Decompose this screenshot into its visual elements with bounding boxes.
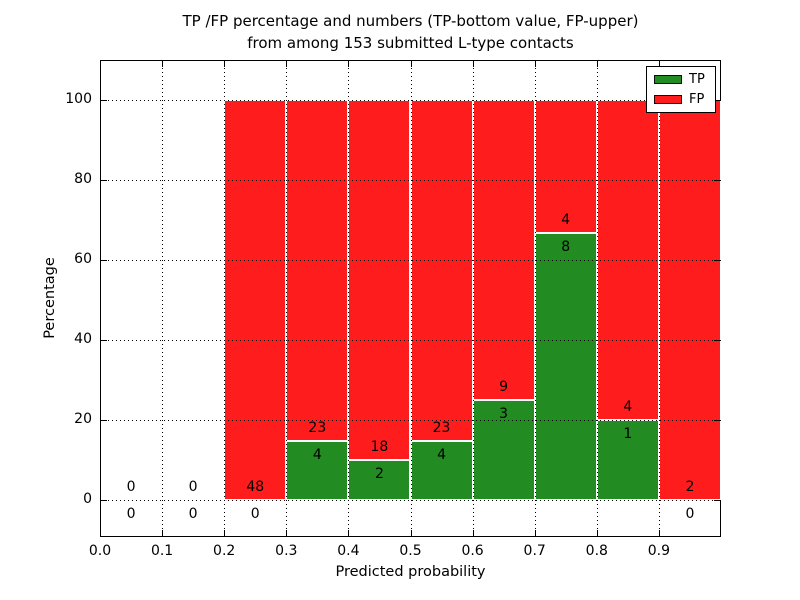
x-tick-label: 0.3 (275, 543, 298, 559)
legend-item-fp: FP (654, 93, 708, 106)
gridline-vertical (596, 60, 598, 537)
y-tick-label: 80 (74, 171, 92, 187)
bar-segment-fp (534, 100, 597, 234)
x-tick-label: 0.8 (585, 543, 608, 559)
tp-count-label: 8 (561, 239, 571, 256)
y-axis-label: Percentage (42, 257, 58, 339)
bar-segment-fp (658, 100, 721, 500)
x-axis-tick-top (286, 61, 288, 67)
tp-count-label: 1 (623, 426, 633, 442)
fp-count-label: 2 (685, 479, 695, 495)
tp-count-label: 0 (126, 506, 136, 522)
fp-count-label: 9 (499, 379, 509, 395)
y-axis-tick-right (714, 500, 720, 501)
tp-count-label: 4 (437, 446, 446, 463)
chart-title-line2: from among 153 submitted L-type contacts (247, 34, 574, 52)
legend-item-tp: TP (654, 73, 708, 86)
y-axis-tick (101, 260, 107, 261)
tp-legend-label: TP (689, 72, 705, 87)
y-axis-tick (101, 100, 107, 101)
y-axis-tick-right (714, 420, 720, 421)
fp-count-label: 18 (370, 439, 389, 455)
tp-count-label: 4 (312, 446, 322, 463)
x-axis-tick (472, 530, 474, 536)
gridline-vertical (410, 60, 412, 537)
gridline-vertical (348, 60, 350, 537)
bar-segment-tp (534, 233, 597, 500)
fp-count-label: 48 (246, 479, 265, 495)
gridline-vertical (224, 60, 226, 537)
x-axis-tick-top (410, 61, 412, 67)
gridline-vertical (162, 60, 164, 537)
y-axis-tick (101, 340, 107, 341)
y-tick-label: 100 (65, 91, 92, 107)
x-tick-label: 0.7 (523, 543, 546, 559)
y-axis-tick-right (714, 260, 720, 261)
bar-segment-fp (410, 100, 473, 441)
y-tick-label: 20 (74, 411, 92, 427)
x-axis-tick-top (658, 61, 660, 67)
tp-count-label: 2 (374, 466, 384, 482)
tp-count-label: 3 (499, 406, 509, 422)
fp-legend-label: FP (689, 92, 705, 107)
x-axis-tick (162, 530, 164, 536)
y-axis-tick (101, 420, 107, 421)
fp-count-label: 4 (623, 399, 633, 415)
fp-count-label: 4 (561, 212, 571, 229)
x-axis-tick (410, 530, 412, 536)
fp-count-label: 23 (432, 419, 451, 436)
x-tick-label: 0.2 (213, 543, 236, 559)
gridline-vertical (286, 60, 288, 537)
x-axis-tick-top (534, 61, 536, 67)
chart-title-line1: TP /FP percentage and numbers (TP-bottom… (182, 12, 639, 30)
x-tick-label: 0.0 (88, 543, 112, 559)
fp-legend-swatch (654, 95, 682, 104)
legend: TP FP (646, 66, 716, 113)
x-tick-label: 0.4 (337, 543, 360, 559)
x-axis-tick (534, 530, 536, 536)
tp-count-label: 0 (250, 506, 260, 522)
x-axis-tick (286, 530, 288, 536)
x-tick-label: 0.6 (461, 543, 484, 559)
y-axis-tick (101, 180, 107, 181)
x-axis-tick-top (596, 61, 598, 67)
y-tick-label: 40 (74, 331, 92, 347)
fp-count-label: 23 (308, 419, 327, 436)
x-axis-tick (596, 530, 598, 536)
x-axis-tick-top (472, 61, 474, 67)
bar-segment-fp (472, 100, 535, 400)
x-axis-tick-top (348, 61, 350, 67)
gridline-vertical (658, 60, 660, 537)
x-axis-tick (348, 530, 350, 536)
fp-count-label: 0 (126, 479, 136, 495)
x-axis-tick (100, 530, 101, 536)
fp-count-label: 0 (188, 479, 198, 495)
gridline-vertical (534, 60, 536, 537)
x-axis-tick-top (100, 61, 101, 67)
y-axis-tick-right (714, 340, 720, 341)
x-tick-label: 0.1 (150, 543, 174, 559)
bar-segment-fp (348, 100, 411, 460)
x-tick-label: 0.5 (399, 543, 422, 559)
x-axis-label: Predicted probability (335, 564, 486, 580)
bar-segment-fp (224, 100, 287, 500)
x-axis-tick (658, 530, 660, 536)
x-axis-tick-top (162, 61, 164, 67)
y-tick-label: 60 (74, 251, 92, 267)
chart-title: TP /FP percentage and numbers (TP-bottom… (100, 10, 721, 54)
tp-legend-swatch (654, 75, 682, 84)
y-axis-tick-right (714, 100, 720, 101)
y-axis-tick-right (714, 180, 720, 181)
y-tick-label: 0 (83, 491, 92, 507)
x-axis-tick (224, 530, 226, 536)
x-axis-tick-top (224, 61, 226, 67)
gridline-vertical (472, 60, 474, 537)
bar-segment-fp (286, 100, 349, 441)
tp-count-label: 0 (685, 506, 695, 522)
x-tick-label: 0.9 (647, 543, 671, 559)
y-axis-tick (101, 500, 107, 501)
tp-count-label: 0 (188, 506, 198, 522)
